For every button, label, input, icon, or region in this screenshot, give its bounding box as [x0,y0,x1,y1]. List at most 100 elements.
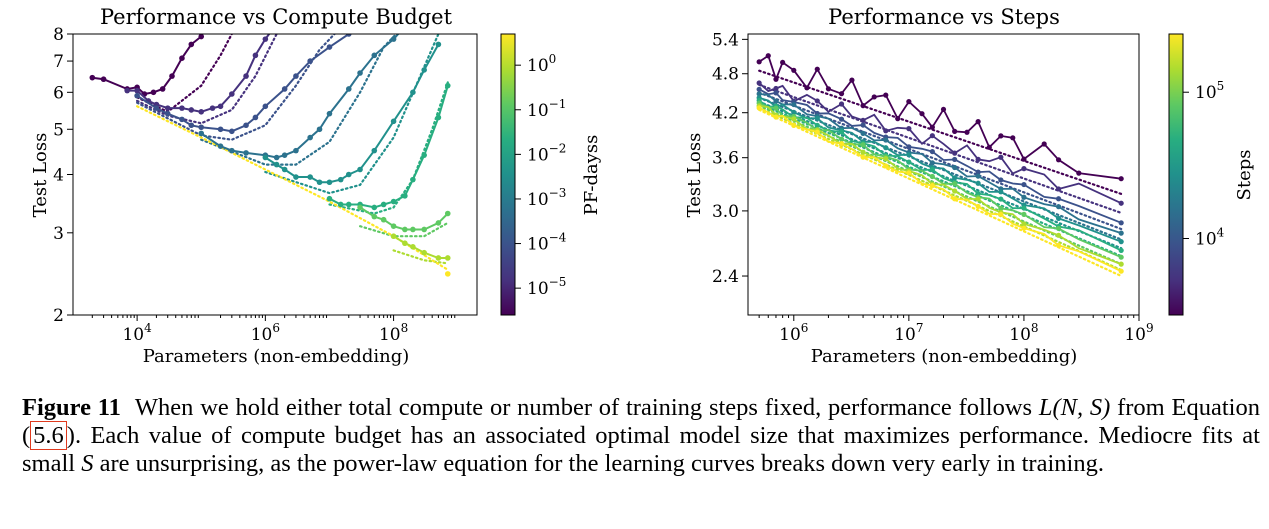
data-point [281,166,288,173]
data-point [371,204,378,211]
equation-reference-link[interactable]: 5.6 [30,421,67,450]
data-point [975,180,981,186]
y-tick-label: 4.8 [712,65,739,85]
chart-right-xlabel: Parameters (non-embedding) [811,346,1078,367]
chart-right-plot-area [756,53,1124,278]
colorbar-tick-label: 10−3 [527,186,566,210]
data-point [1055,242,1062,249]
chart-left-colorbar-ticks: 10−5 10−4 10−3 10−2 10−1 100 [515,52,567,299]
data-point [345,34,352,37]
fit-line [264,34,440,195]
data-point [435,114,442,121]
data-point [1118,261,1124,267]
data-point [179,55,185,61]
data-point [209,105,216,111]
data-point [1118,254,1124,260]
figure-label: Figure 11 [22,394,121,421]
data-point [756,80,762,86]
data-point [952,128,958,134]
x-tick-label: 109 [1124,321,1153,345]
data-point [357,204,363,211]
data-point [357,70,363,76]
y-tick-label: 8 [53,25,64,45]
data-point [860,130,866,136]
data-point [164,110,171,117]
data-point [229,128,235,135]
chart-left-colorbar [500,33,516,316]
data-point [293,73,299,79]
data-point [929,173,935,180]
data-point [243,73,249,79]
data-point [1010,135,1016,141]
series-line [758,88,1122,224]
data-point [1021,221,1027,227]
chart-left-ylabel: Test Loss [30,133,51,218]
data-point [838,140,845,147]
chart-right-colorbar-ticks: 104 105 [1183,79,1225,250]
chart-left: Performance vs Compute Budget 104 106 108 2… [30,5,602,367]
data-point [883,92,889,98]
data-point [906,159,912,165]
data-point [883,128,889,134]
data-point [198,34,205,40]
data-point [940,106,947,113]
data-point [895,116,901,122]
colorbar-tick-label: 10−1 [527,97,566,121]
data-point [307,134,313,141]
data-point [1118,220,1124,226]
colorbar-tick-label: 100 [527,52,556,76]
data-point [838,101,845,107]
data-point [1055,225,1062,232]
y-tick-label: 5.4 [712,30,739,50]
data-point [188,122,195,129]
data-point [337,201,344,208]
chart-right-colorbar-label: Steps [1234,150,1255,201]
data-point [390,233,397,240]
data-point [421,152,427,158]
data-point [929,183,935,189]
data-point [410,176,416,183]
data-point [838,116,845,122]
chart-right-ylabel: Test Loss [684,133,705,218]
chart-left-axes: 104 106 108 2 3 4 5 6 7 8 [53,25,456,345]
fit-line [136,34,336,141]
data-point [179,116,185,123]
data-point [273,161,280,168]
y-tick-label: 3 [53,224,64,244]
colorbar-tick-label: 105 [1195,79,1224,103]
data-point [883,145,889,151]
data-point [838,91,845,97]
data-point [229,147,235,154]
data-point [421,226,427,233]
data-point [906,152,912,158]
data-point [756,59,762,65]
data-point [1021,166,1027,172]
data-point [402,193,408,199]
data-point [780,59,786,66]
data-point [975,203,981,210]
x-tick-label: 107 [894,321,923,345]
data-point [838,136,845,142]
caption-math-s: S [81,450,94,477]
data-point [1118,230,1124,236]
data-point [773,85,779,92]
fit-line [758,69,1123,195]
data-point [390,223,397,229]
data-point [159,86,166,92]
data-point [1055,157,1062,163]
data-point [326,44,333,50]
data-point [1055,196,1062,202]
fit-line [758,91,1123,231]
fit-line [359,221,449,238]
data-point [814,129,820,135]
data-point [188,41,195,48]
data-point [444,271,451,277]
data-point [952,150,958,156]
data-point [825,86,832,92]
data-point [998,205,1004,211]
y-tick-label: 3.6 [712,149,739,169]
data-point [929,160,935,166]
data-point [906,99,912,105]
data-point [100,76,107,83]
data-point [421,67,427,73]
